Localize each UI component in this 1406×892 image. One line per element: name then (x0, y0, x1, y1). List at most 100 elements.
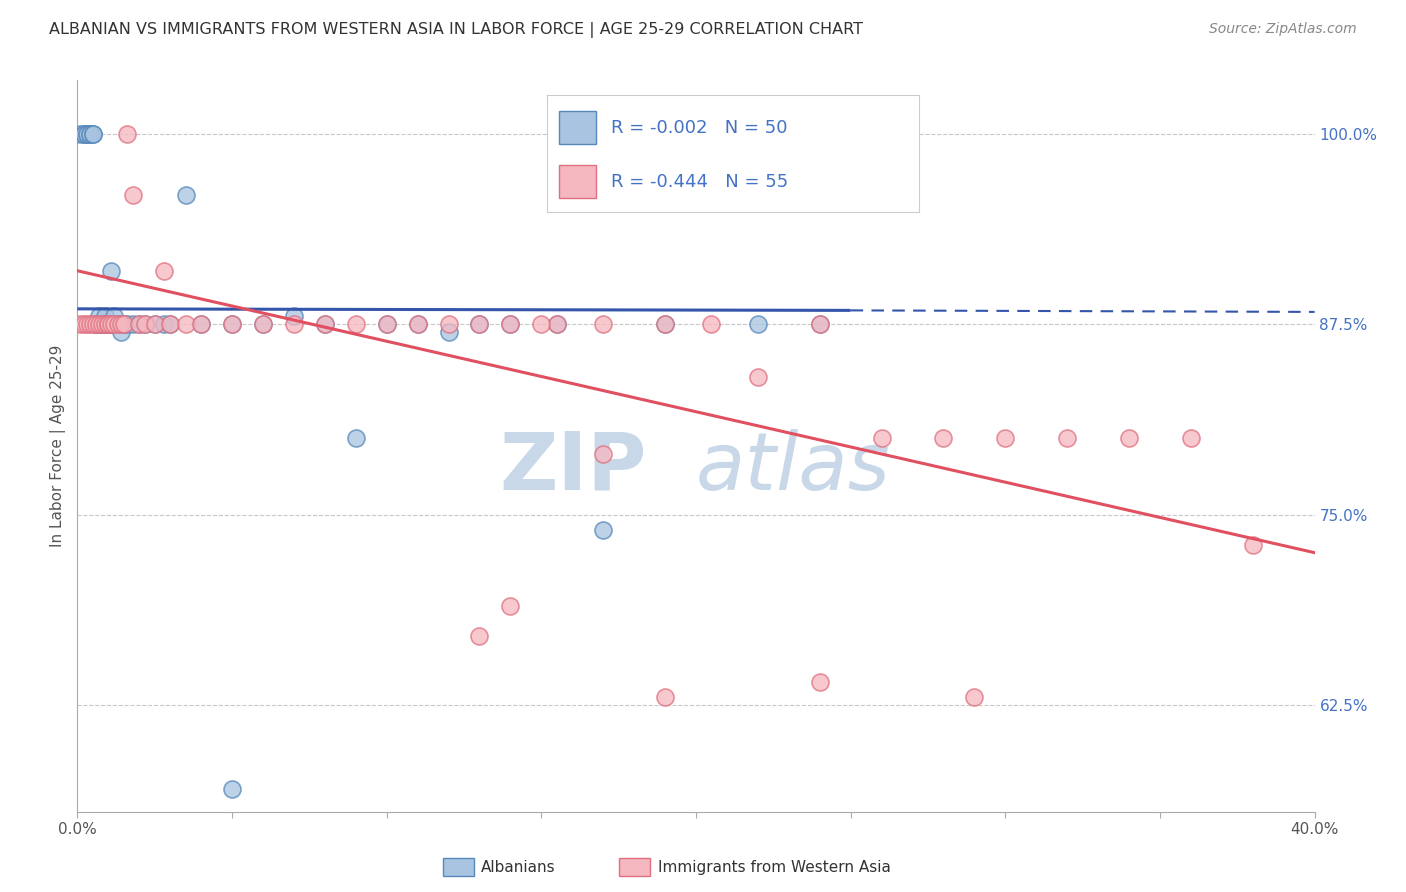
Point (406, 317, 429, 331)
Point (122, 317, 145, 331)
Point (530, 317, 553, 331)
Point (190, 317, 212, 331)
Point (97, 317, 120, 331)
Point (112, 317, 135, 331)
Point (100, 317, 122, 331)
Point (344, 317, 367, 331)
Point (110, 325, 132, 339)
Point (76, 127, 98, 141)
Point (1118, 431, 1140, 445)
Text: ALBANIAN VS IMMIGRANTS FROM WESTERN ASIA IN LABOR FORCE | AGE 25-29 CORRELATION : ALBANIAN VS IMMIGRANTS FROM WESTERN ASIA… (49, 22, 863, 38)
Y-axis label: In Labor Force | Age 25-29: In Labor Force | Age 25-29 (51, 345, 66, 547)
Point (72, 127, 94, 141)
Point (153, 317, 176, 331)
Point (100, 264, 122, 278)
Point (1180, 431, 1202, 445)
Point (103, 317, 125, 331)
Point (82, 127, 104, 141)
Point (700, 317, 723, 331)
Text: Immigrants from Western Asia: Immigrants from Western Asia (658, 860, 891, 874)
Point (375, 317, 398, 331)
Point (314, 317, 336, 331)
Point (82, 127, 104, 141)
Point (82, 317, 104, 331)
Point (91, 317, 114, 331)
Point (84, 317, 107, 331)
Point (499, 317, 522, 331)
Point (654, 690, 676, 705)
Point (112, 317, 135, 331)
Point (107, 317, 129, 331)
Point (91, 317, 114, 331)
Point (592, 317, 614, 331)
Point (72, 317, 94, 331)
Point (87, 310, 110, 324)
Point (437, 325, 460, 339)
Point (72, 127, 94, 141)
Point (128, 317, 150, 331)
Point (143, 317, 166, 331)
Point (546, 317, 568, 331)
Point (159, 317, 181, 331)
Point (97, 317, 120, 331)
Text: ZIP: ZIP (499, 429, 647, 507)
Point (468, 630, 491, 644)
Point (91, 317, 114, 331)
Point (122, 187, 145, 202)
Point (110, 317, 132, 331)
Point (406, 317, 429, 331)
Point (76, 127, 98, 141)
Point (252, 317, 274, 331)
Point (84, 317, 107, 331)
Point (134, 317, 156, 331)
Point (153, 264, 176, 278)
Point (221, 781, 243, 796)
Point (87, 317, 110, 331)
Point (134, 317, 156, 331)
Point (808, 317, 831, 331)
Point (221, 317, 243, 331)
Point (115, 127, 138, 141)
Point (283, 310, 305, 324)
Point (174, 317, 197, 331)
Point (499, 599, 522, 613)
Point (107, 317, 129, 331)
Point (87, 317, 110, 331)
Point (870, 431, 893, 445)
Point (69, 317, 91, 331)
Point (344, 431, 367, 445)
Text: Albanians: Albanians (481, 860, 555, 874)
Point (190, 317, 212, 331)
Point (499, 317, 522, 331)
Point (747, 370, 769, 384)
Point (97, 317, 120, 331)
Point (994, 431, 1017, 445)
Text: atlas: atlas (696, 429, 891, 507)
Point (375, 317, 398, 331)
Point (100, 317, 122, 331)
Point (963, 690, 986, 705)
Point (654, 317, 676, 331)
Point (115, 317, 138, 331)
Point (159, 317, 181, 331)
Point (1056, 431, 1078, 445)
Point (94, 317, 117, 331)
Point (76, 317, 98, 331)
Point (808, 675, 831, 690)
Point (97, 317, 120, 331)
Point (314, 317, 336, 331)
Point (103, 310, 125, 324)
Point (283, 317, 305, 331)
Point (808, 317, 831, 331)
Point (221, 317, 243, 331)
Point (94, 310, 117, 324)
Point (468, 317, 491, 331)
Point (1241, 538, 1264, 552)
Point (84, 317, 107, 331)
Point (128, 317, 150, 331)
Point (654, 317, 676, 331)
Point (94, 317, 117, 331)
Point (932, 431, 955, 445)
Point (747, 317, 769, 331)
Point (437, 317, 460, 331)
